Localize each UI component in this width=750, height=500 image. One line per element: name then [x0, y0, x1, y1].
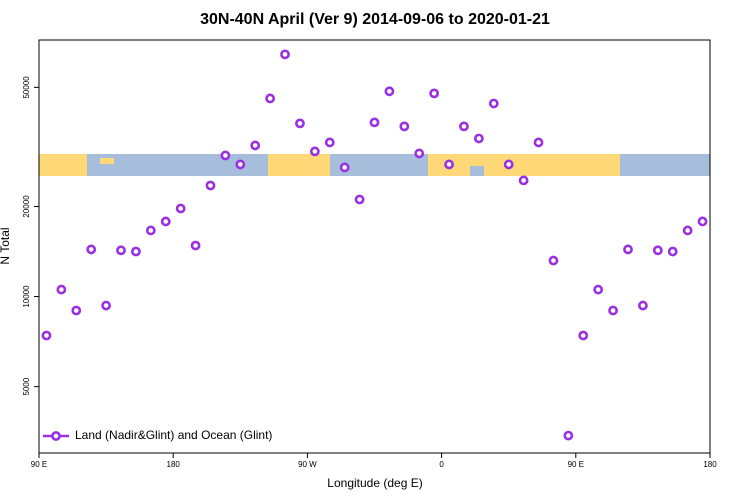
data-point — [429, 88, 440, 99]
data-point — [548, 255, 559, 266]
y-tick-label: 10000 — [22, 285, 31, 308]
data-point — [235, 159, 246, 170]
land — [428, 154, 508, 176]
y-tick-label: 20000 — [22, 195, 31, 218]
data-point — [638, 300, 648, 311]
data-point — [265, 93, 276, 104]
x-tick-label: 180 — [167, 460, 181, 469]
data-point — [459, 121, 469, 132]
data-point — [86, 244, 97, 255]
map-strip — [39, 154, 710, 176]
x-tick-label: 90 E — [31, 460, 47, 469]
data-point — [101, 300, 111, 311]
data-point — [190, 240, 201, 251]
data-point — [593, 284, 604, 295]
data-point — [623, 244, 633, 255]
y-tick-label: 50000 — [22, 76, 31, 99]
data-point — [280, 49, 290, 60]
data-point — [205, 180, 216, 191]
data-point — [399, 121, 410, 132]
x-tick-label: 90 E — [568, 460, 584, 469]
data-point — [369, 117, 380, 128]
legend-label: Land (Nadir&Glint) and Ocean (Glint) — [75, 428, 272, 442]
data-point — [533, 137, 544, 148]
data-point — [41, 330, 52, 341]
data-point — [160, 216, 171, 227]
land — [508, 154, 620, 176]
data-point — [220, 150, 231, 161]
x-tick-label: 90 W — [298, 460, 317, 469]
x-tick-label: 180 — [703, 460, 717, 469]
data-point — [697, 216, 708, 227]
data-point — [563, 430, 574, 441]
data-point — [175, 203, 186, 214]
data-point — [56, 284, 67, 295]
data-point — [503, 159, 514, 170]
land — [100, 158, 114, 164]
data-point — [488, 98, 499, 109]
data-point — [309, 146, 320, 157]
data-point — [444, 159, 454, 170]
data-point — [473, 133, 484, 144]
ocean — [470, 166, 484, 176]
data-point — [414, 148, 425, 159]
data-point — [518, 175, 529, 186]
data-point — [131, 246, 141, 257]
data-point — [71, 305, 82, 316]
x-axis-label: Longitude (deg E) — [327, 476, 422, 490]
data-point — [295, 118, 305, 129]
data-point — [608, 305, 618, 316]
data-point — [339, 162, 350, 173]
data-point — [145, 225, 156, 236]
y-tick-label: 5000 — [22, 377, 31, 395]
land — [39, 154, 87, 176]
data-point — [652, 245, 663, 256]
data-point — [578, 330, 589, 341]
y-axis-label: N Total — [0, 227, 12, 264]
data-point — [116, 245, 126, 256]
data-point — [354, 194, 365, 205]
land — [268, 154, 330, 176]
chart-title: 30N-40N April (Ver 9) 2014-09-06 to 2020… — [200, 11, 550, 28]
x-tick-label: 0 — [439, 460, 444, 469]
plot-frame — [38, 39, 711, 454]
data-point — [682, 225, 693, 236]
data-point — [250, 140, 261, 151]
legend-marker — [51, 431, 61, 441]
data-point — [667, 246, 678, 257]
data-point — [384, 86, 395, 97]
data-point — [324, 137, 335, 148]
